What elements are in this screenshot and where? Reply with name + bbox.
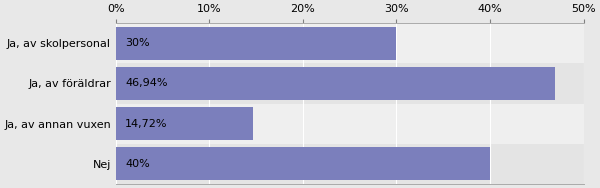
Bar [116,67,555,100]
Text: 46,94%: 46,94% [125,78,167,88]
Bar [116,104,584,144]
Text: 14,72%: 14,72% [125,119,167,129]
Text: 30%: 30% [125,38,150,48]
Bar [116,23,584,63]
Bar [116,63,584,104]
Bar [116,27,397,60]
Bar [116,107,253,140]
Text: 40%: 40% [125,159,150,169]
Bar [116,147,490,180]
Bar [116,144,584,184]
